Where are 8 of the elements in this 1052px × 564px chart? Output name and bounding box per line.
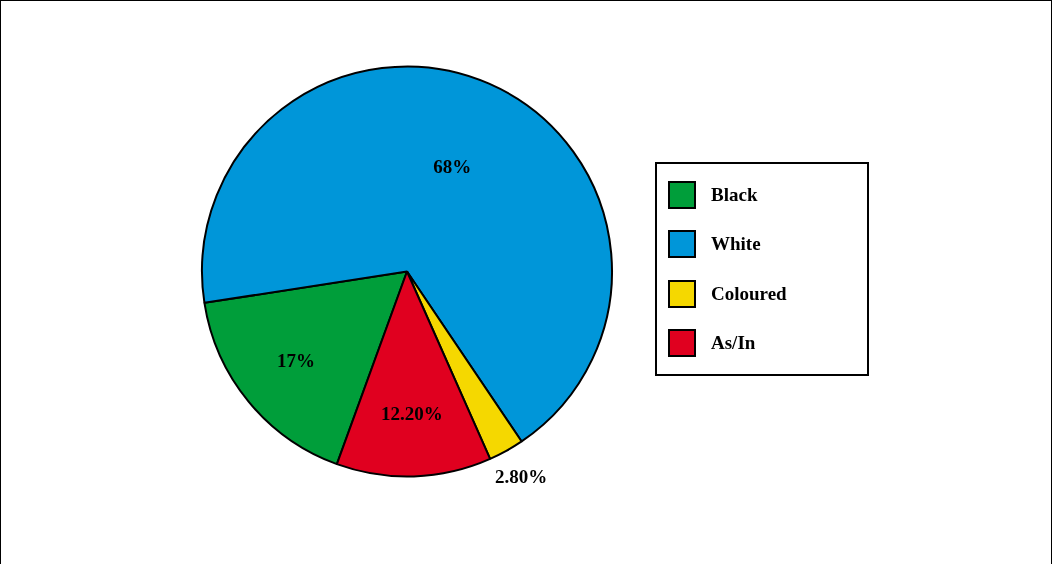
- data-label: 12.20%: [381, 402, 443, 424]
- legend-label: Coloured: [711, 282, 787, 305]
- data-label: 17%: [277, 350, 316, 372]
- legend-label: White: [711, 233, 761, 256]
- data-label: 68%: [433, 156, 472, 178]
- legend-label: Black: [711, 183, 758, 206]
- legend-label: As/In: [711, 332, 756, 355]
- data-label: 2.80%: [495, 465, 548, 487]
